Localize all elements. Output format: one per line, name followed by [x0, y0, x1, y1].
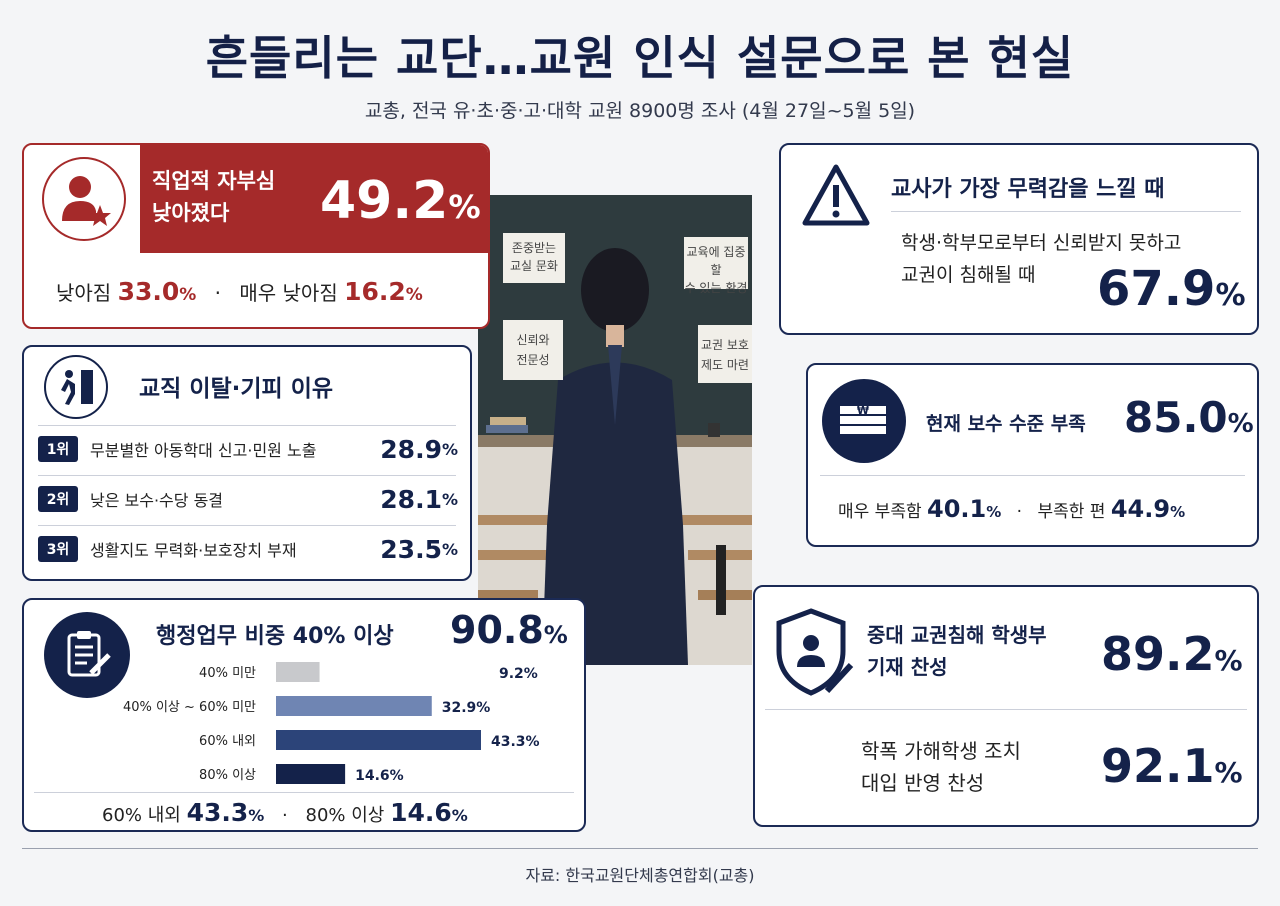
bar-label: 80% 이상 — [199, 768, 256, 783]
record-item1-text: 중대 교권침해 학생부 기재 찬성 — [867, 623, 1047, 679]
page-title: 흔들리는 교단…교원 인식 설문으로 본 현실 — [205, 31, 1075, 85]
record-card: 중대 교권침해 학생부 기재 찬성 89.2% 학폭 가해학생 조치 대입 반영 찬… — [753, 585, 1259, 827]
pride-value: 49.2% — [320, 171, 481, 231]
pay-heading: 현재 보수 수준 부족 — [926, 413, 1086, 435]
admin-bar-chart: 40% 미만 9.2% 40% 이상 ~ 60% 미만 32.9% 60% 내외 43.3… — [123, 662, 540, 784]
pay-value: 85.0% — [1124, 393, 1254, 442]
admin-summary: 60% 내외 43.3% · 80% 이상 14.6% — [102, 798, 468, 827]
admin-card: 행정업무 비중 40% 이상 90.8% 40% 미만 9.2% 40% 이상 ~ … — [22, 598, 586, 832]
pride-card: 직업적 자부심 낮아졌다 49.2% 낮아짐 33.0% · 매우 낮아짐 16.… — [22, 143, 490, 329]
reasons-heading: 교직 이탈·기피 이유 — [139, 376, 334, 402]
bar — [276, 730, 481, 750]
bar — [276, 662, 320, 682]
bar-value-label: 43.3% — [491, 734, 540, 750]
source-note: 자료: 한국교원단체총연합회(교총) — [525, 866, 755, 885]
footer-divider — [22, 848, 1258, 849]
bar — [276, 696, 432, 716]
teacher-illustration: 존중받는 교실 문화 교육에 집중할 수 있는 환경 신뢰와 전문성 교권 보호 제도 … — [478, 195, 752, 665]
photo-note: 교권 보호 제도 마련 — [698, 325, 752, 383]
list-item: 3위 생활지도 무력화·보호장치 부재 23.5% — [38, 529, 458, 569]
warning-icon — [801, 161, 871, 231]
shield-person-icon — [771, 605, 857, 701]
powerless-card: 교사가 가장 무력감을 느낄 때 학생·학부모로부터 신뢰받지 못하고 교권이 침… — [779, 143, 1259, 335]
bar-label: 40% 미만 — [199, 666, 256, 681]
exit-door-icon — [44, 355, 108, 419]
pay-card: ₩ 현재 보수 수준 부족 85.0% 매우 부족함 40.1% · 부족한 편… — [806, 363, 1259, 547]
bar-value-label: 9.2% — [499, 666, 538, 682]
pay-breakdown: 매우 부족함 40.1% · 부족한 편 44.9% — [838, 495, 1186, 523]
photo-note: 존중받는 교실 문화 — [503, 233, 565, 283]
bar-label: 40% 이상 ~ 60% 미만 — [123, 700, 256, 715]
powerless-heading: 교사가 가장 무력감을 느낄 때 — [891, 177, 1165, 202]
admin-heading: 행정업무 비중 40% 이상 — [156, 624, 394, 649]
reasons-card: 교직 이탈·기피 이유 1위 무분별한 아동학대 신고·민원 노출 28.9% … — [22, 345, 472, 581]
money-stack-icon: ₩ — [822, 379, 906, 463]
record-item2-value: 92.1% — [1101, 739, 1243, 793]
person-star-icon — [42, 157, 126, 241]
powerless-value: 67.9% — [1097, 261, 1246, 317]
list-item: 2위 낮은 보수·수당 동결 28.1% — [38, 479, 458, 519]
list-item: 1위 무분별한 아동학대 신고·민원 노출 28.9% — [38, 429, 458, 469]
powerless-text: 학생·학부모로부터 신뢰받지 못하고 교권이 침해될 때 — [901, 232, 1182, 286]
photo-note: 교육에 집중할 수 있는 환경 — [684, 237, 748, 295]
bar-label: 60% 내외 — [199, 734, 256, 749]
bar — [276, 764, 346, 784]
record-item2-text: 학폭 가해학생 조치 대입 반영 찬성 — [861, 739, 1021, 795]
admin-value: 90.8% — [450, 608, 568, 652]
photo-note: 신뢰와 전문성 — [503, 320, 563, 380]
record-item1-value: 89.2% — [1101, 627, 1243, 681]
svg-text:₩: ₩ — [857, 404, 869, 417]
bar-value-label: 32.9% — [442, 700, 491, 716]
clipboard-pen-icon — [44, 612, 130, 698]
pride-label: 직업적 자부심 낮아졌다 — [152, 169, 276, 225]
pride-breakdown: 낮아짐 33.0% · 매우 낮아짐 16.2% — [56, 277, 423, 306]
page-subtitle: 교총, 전국 유·초·중·고·대학 교원 8900명 조사 (4월 27일~5월… — [364, 100, 916, 122]
bar-value-label: 14.6% — [355, 768, 404, 784]
